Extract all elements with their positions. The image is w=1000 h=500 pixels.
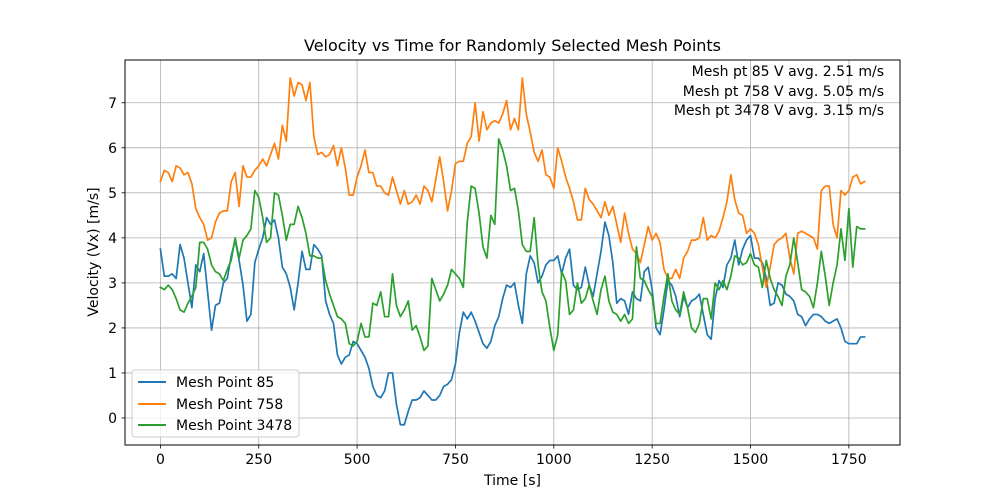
x-axis-label: Time [s]: [483, 473, 541, 489]
legend-entry-mesh-85: Mesh Point 85: [138, 375, 274, 391]
x-tick-label: 1000: [536, 452, 572, 468]
y-tick-label: 5: [108, 186, 117, 202]
y-tick-label: 3: [108, 276, 117, 292]
plot-frame: [124, 59, 901, 446]
chart-title: Velocity vs Time for Randomly Selected M…: [304, 36, 721, 55]
x-axis-ticks: 0 250 500 750 1000 1250 1500 1750: [156, 445, 867, 468]
annotation-mesh-758: Mesh pt 758 V avg. 5.05 m/s: [683, 84, 884, 100]
annotation-mesh-3478: Mesh pt 3478 V avg. 3.15 m/s: [674, 103, 884, 119]
annotation-mesh-85: Mesh pt 85 V avg. 2.51 m/s: [692, 64, 884, 80]
y-tick-label: 2: [108, 321, 117, 337]
legend-label-mesh-758: Mesh Point 758: [176, 397, 283, 413]
x-tick-label: 1500: [733, 452, 769, 468]
legend-label-mesh-3478: Mesh Point 3478: [176, 418, 292, 434]
y-tick-label: 6: [108, 141, 117, 157]
x-tick-label: 250: [245, 452, 272, 468]
y-axis-label: Velocity (Vx) [m/s]: [86, 187, 102, 316]
y-tick-label: 1: [108, 366, 117, 382]
legend: Mesh Point 85 Mesh Point 758 Mesh Point …: [131, 369, 300, 438]
y-tick-label: 7: [108, 96, 117, 112]
legend-box: [131, 369, 300, 438]
average-annotations: Mesh pt 85 V avg. 2.51 m/s Mesh pt 758 V…: [674, 64, 884, 119]
series-line-mesh-point-3478: [159, 137, 866, 352]
series-line-mesh-point-85: [159, 216, 866, 426]
series-layer: [159, 77, 866, 426]
x-tick-label: 0: [156, 452, 165, 468]
x-tick-label: 750: [442, 452, 469, 468]
series-line-mesh-point-758: [159, 77, 866, 289]
y-axis-ticks: 0 1 2 3 4 5 6 7: [108, 96, 125, 427]
legend-entry-mesh-3478: Mesh Point 3478: [138, 418, 292, 434]
x-tick-label: 500: [344, 452, 371, 468]
y-tick-label: 0: [108, 411, 117, 427]
x-tick-label: 1250: [634, 452, 670, 468]
legend-label-mesh-85: Mesh Point 85: [176, 375, 274, 391]
legend-entry-mesh-758: Mesh Point 758: [138, 397, 283, 413]
x-tick-label: 1750: [831, 452, 867, 468]
y-tick-label: 4: [108, 231, 117, 247]
